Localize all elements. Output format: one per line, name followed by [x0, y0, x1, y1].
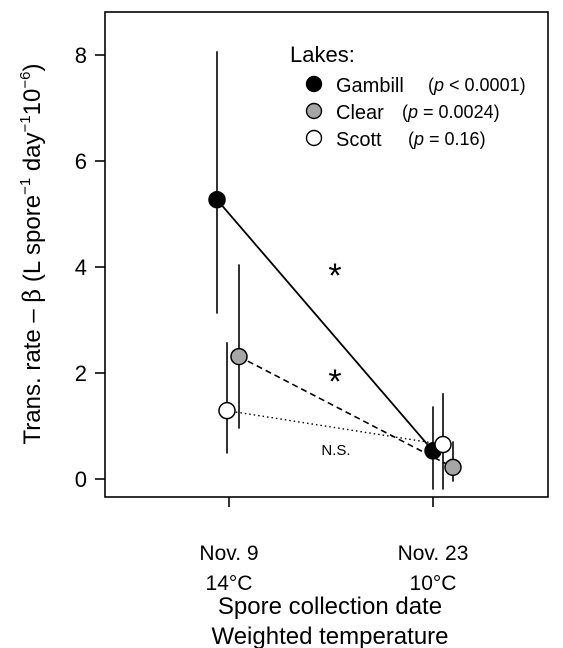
- legend-marker-clear: [305, 102, 323, 120]
- point-scott: [434, 435, 452, 454]
- legend-marker-scott: [305, 129, 323, 147]
- legend-label-gambill: Gambill: [336, 75, 404, 97]
- legend-p-value: (p = 0.16): [408, 129, 486, 149]
- series-group: [208, 51, 462, 490]
- series-line-gambill: [216, 199, 434, 452]
- y-tick-label: 4: [75, 255, 87, 280]
- axis-labels: Spore collection date Weighted temperatur…: [17, 64, 449, 648]
- legend-p-value: (p = 0.0024): [402, 102, 500, 122]
- point-scott: [218, 401, 236, 420]
- y-tick-label: 0: [75, 467, 87, 492]
- x-tick-label-date: Nov. 23: [398, 542, 469, 565]
- y-tick-label: 6: [75, 149, 87, 174]
- x-tick-label-temp: 14°C: [206, 572, 253, 595]
- legend-p-value: (p < 0.0001): [428, 75, 526, 95]
- x-tick-label-temp: 10°C: [410, 572, 457, 595]
- legend: Lakes: Gambill (p < 0.0001) Clear (p = 0.002…: [290, 42, 526, 151]
- legend-label-clear: Clear: [336, 102, 384, 124]
- legend-label-scott: Scott: [336, 129, 382, 151]
- y-axis-label: Trans. rate – β (L spore−1 day−110−6): [17, 64, 46, 445]
- legend-marker-gambill: [305, 75, 323, 93]
- significance-marker: *: [328, 257, 341, 295]
- x-axis-label: Spore collection date: [218, 593, 442, 620]
- point-gambill: [208, 190, 226, 209]
- significance-marker: *: [328, 363, 341, 401]
- point-clear: [230, 347, 248, 366]
- legend-title: Lakes:: [290, 42, 355, 67]
- x-tick-label-date: Nov. 9: [199, 542, 258, 565]
- y-tick-label: 2: [75, 361, 87, 386]
- series-line-scott: [226, 409, 444, 446]
- axes-group: 0 2 4 6 8 Nov. 9 14°C Nov. 23 10°C: [75, 11, 549, 595]
- point-clear: [444, 458, 462, 477]
- x-axis-label: Weighted temperature: [211, 623, 448, 648]
- annotations: * * N.S.: [321, 257, 350, 459]
- plot-frame: [104, 11, 549, 498]
- y-tick-label: 8: [75, 43, 87, 68]
- series-line-clear: [238, 355, 454, 469]
- ns-label: N.S.: [321, 442, 350, 459]
